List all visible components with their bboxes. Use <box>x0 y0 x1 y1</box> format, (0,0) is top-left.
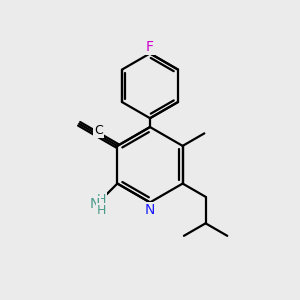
Text: N: N <box>145 203 155 217</box>
Text: N: N <box>90 197 100 212</box>
Text: C: C <box>94 124 103 137</box>
Text: F: F <box>146 40 154 54</box>
Text: H: H <box>97 204 106 218</box>
Text: H: H <box>97 193 106 206</box>
